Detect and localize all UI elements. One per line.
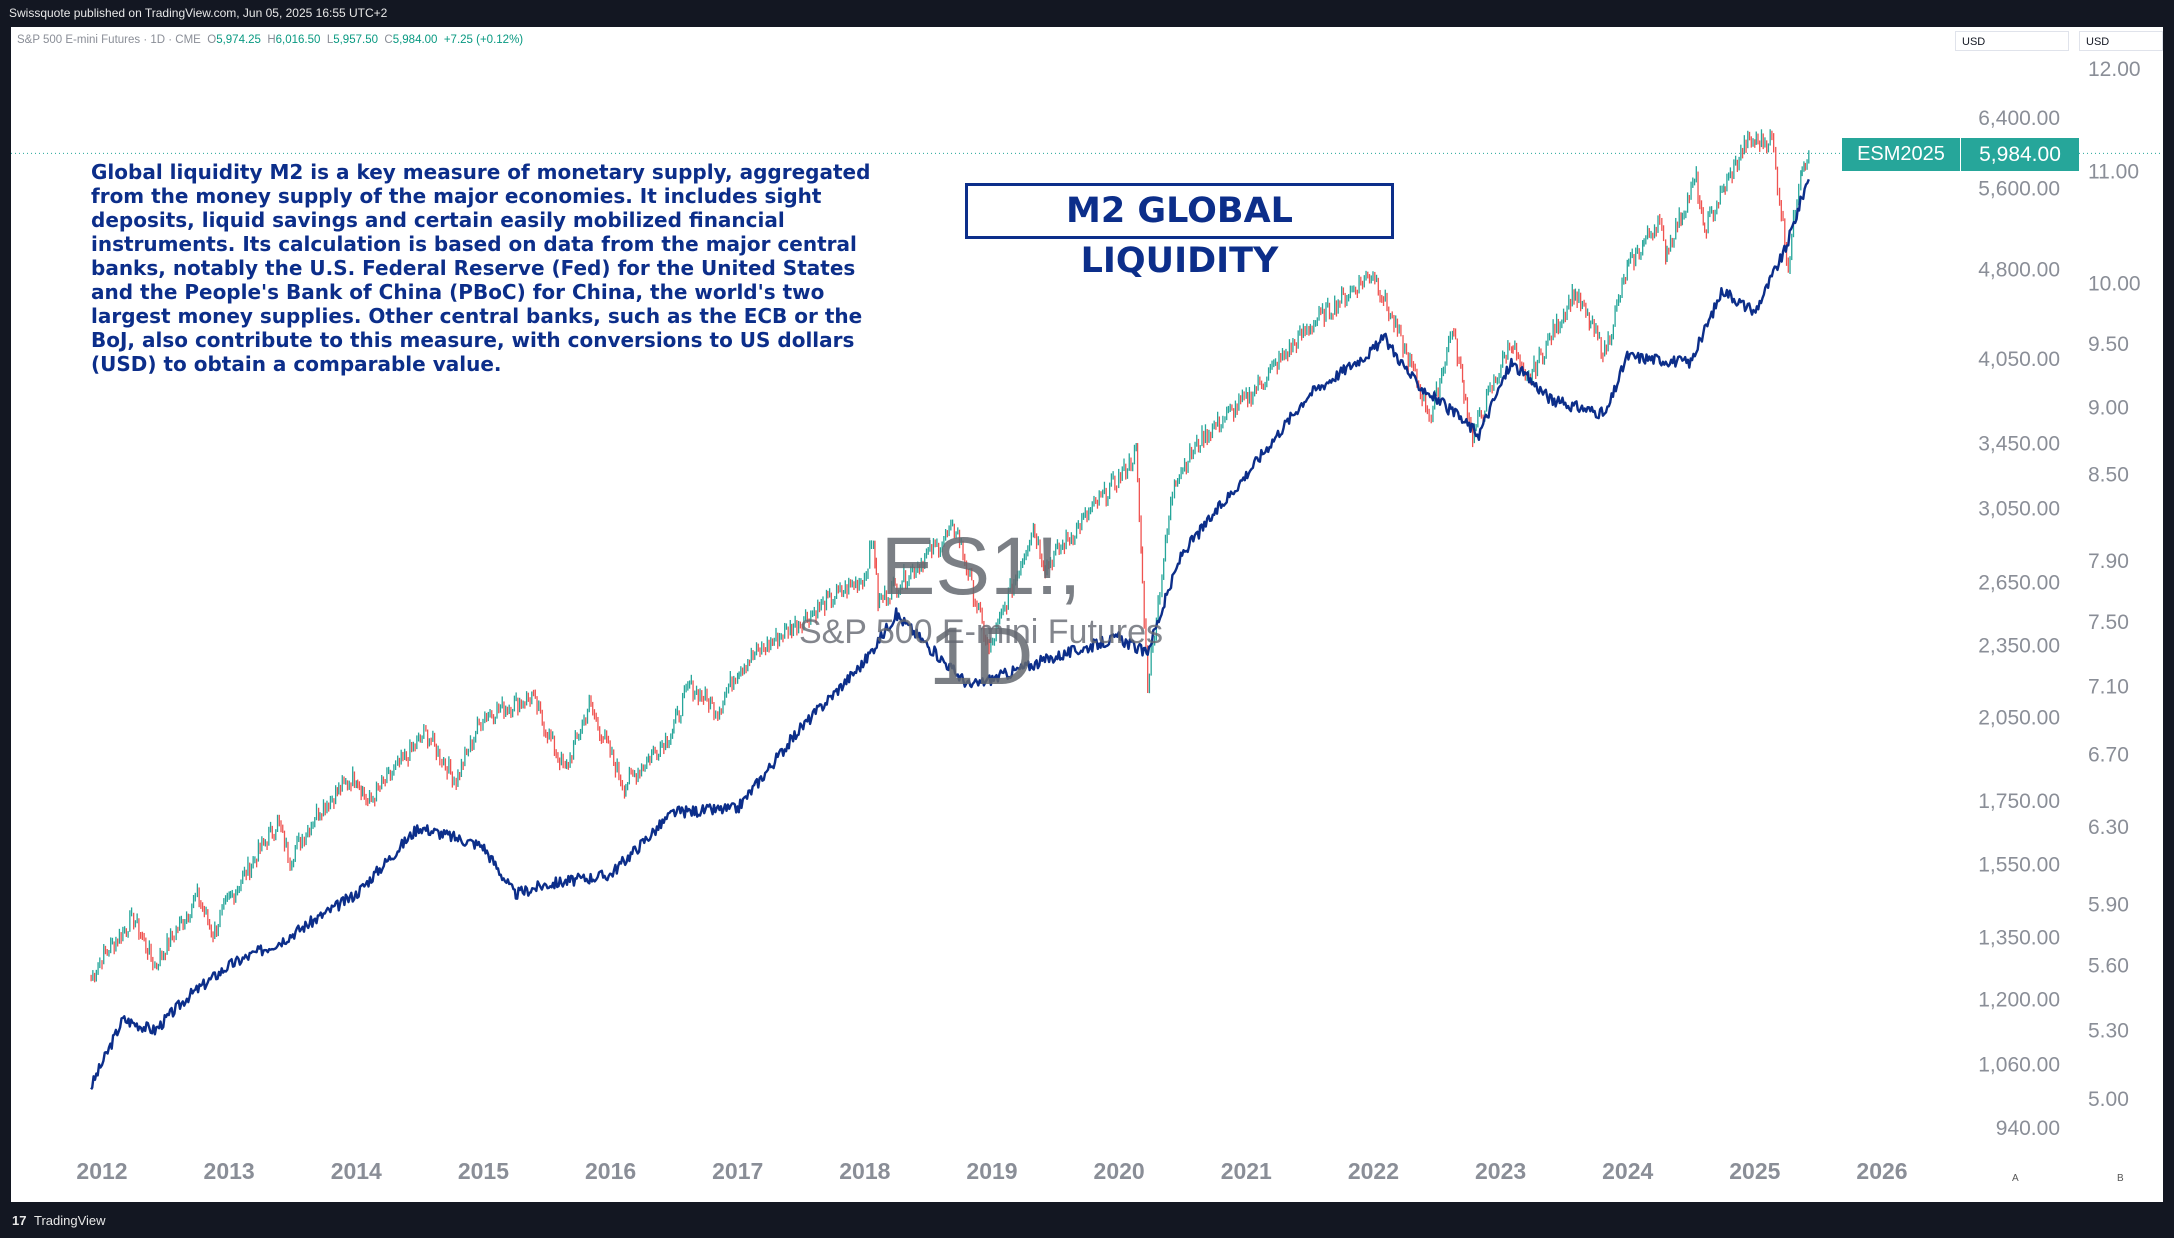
auto-scale-button[interactable]: A bbox=[2012, 1173, 2019, 1184]
left-axis-tick-label: 1,200.00 bbox=[1978, 988, 2060, 1011]
right-axis-tick-label: 7.50 bbox=[2088, 611, 2129, 634]
watermark-name: S&P 500 E-mini Futures bbox=[798, 613, 1164, 651]
x-tick-label: 2017 bbox=[712, 1158, 763, 1184]
left-axis-tick-label: 4,800.00 bbox=[1978, 258, 2060, 281]
left-axis-tick-label: 2,050.00 bbox=[1978, 706, 2060, 729]
legend-close-label: C bbox=[384, 34, 393, 46]
left-axis-tick-label: 2,650.00 bbox=[1978, 571, 2060, 594]
right-axis-tick-label: 7.10 bbox=[2088, 675, 2129, 698]
publisher-bar: Swissquote published on TradingView.com,… bbox=[0, 0, 2174, 27]
m2-liquidity-line bbox=[90, 178, 1810, 1090]
left-axis-tick-label: 5,600.00 bbox=[1978, 177, 2060, 200]
right-axis-tick-label: 6.30 bbox=[2088, 816, 2129, 839]
right-axis-tick-label: 9.50 bbox=[2088, 333, 2129, 356]
x-tick-label: 2015 bbox=[458, 1158, 509, 1184]
x-tick-label: 2020 bbox=[1094, 1158, 1145, 1184]
x-tick-label: 2019 bbox=[966, 1158, 1017, 1184]
secondary-scale-button[interactable]: B bbox=[2117, 1173, 2124, 1184]
right-axis-tick-label: 11.00 bbox=[2088, 160, 2139, 183]
x-tick-label: 2013 bbox=[204, 1158, 255, 1184]
left-axis-tick-label: 1,750.00 bbox=[1978, 790, 2060, 813]
legend-open-value: 5,974.25 bbox=[216, 34, 261, 46]
left-axis-tick-label: 1,550.00 bbox=[1978, 854, 2060, 877]
left-axis-tick-label: 6,400.00 bbox=[1978, 107, 2060, 130]
x-tick-label: 2026 bbox=[1856, 1158, 1907, 1184]
left-axis-tick-label: 1,060.00 bbox=[1978, 1054, 2060, 1077]
right-axis-tick-label: 9.00 bbox=[2088, 396, 2129, 419]
right-axis-tick-label: 5.60 bbox=[2088, 955, 2129, 978]
m2-title-box: M2 GLOBAL LIQUIDITY bbox=[965, 183, 1394, 281]
legend-high-value: 6,016.50 bbox=[275, 34, 321, 46]
right-axis-tick-label: 5.30 bbox=[2088, 1019, 2129, 1042]
x-tick-label: 2024 bbox=[1602, 1158, 1653, 1184]
x-tick-label: 2021 bbox=[1221, 1158, 1272, 1184]
right-axis-tick-label: 10.00 bbox=[2088, 273, 2141, 296]
x-tick-label: 2023 bbox=[1475, 1158, 1526, 1184]
legend-open-label: O bbox=[207, 34, 217, 46]
left-axis-tick-label: 4,050.00 bbox=[1978, 348, 2060, 371]
left-currency-button[interactable]: USD bbox=[1955, 31, 2069, 51]
x-tick-label: 2014 bbox=[331, 1158, 382, 1184]
footer-bar: 17 TradingView bbox=[0, 1202, 2174, 1238]
price-tag-symbol: ESM2025 bbox=[1842, 138, 1960, 171]
legend-symbol: S&P 500 E-mini Futures · 1D · CME bbox=[17, 34, 201, 46]
left-axis-tick-label: 3,050.00 bbox=[1978, 497, 2060, 520]
legend-close-value: 5,984.00 bbox=[392, 34, 438, 46]
x-tick-label: 2025 bbox=[1729, 1158, 1780, 1184]
legend-high-label: H bbox=[267, 34, 276, 46]
description-text: Global liquidity M2 is a key measure of … bbox=[91, 160, 871, 376]
legend-low-label: L bbox=[326, 34, 334, 46]
right-currency-button[interactable]: USD bbox=[2079, 31, 2163, 51]
right-axis-tick-label: 12.00 bbox=[2088, 58, 2141, 81]
right-axis-tick-label: 5.00 bbox=[2088, 1088, 2129, 1111]
price-tag-value: 5,984.00 bbox=[1961, 138, 2079, 171]
x-tick-label: 2022 bbox=[1348, 1158, 1399, 1184]
chart-area[interactable]: 2012 2013 2014 2015 2016 2017 2018 2019 2020 2021… bbox=[11, 27, 2163, 1202]
tradingview-brand: TradingView bbox=[34, 1213, 106, 1228]
symbol-legend: S&P 500 E-mini Futures · 1D · CME O5,974… bbox=[17, 34, 523, 46]
x-axis-ticks: 2012 2013 2014 2015 2016 2017 2018 2019 2020 2021… bbox=[76, 1158, 1907, 1184]
left-axis-tick-label: 940.00 bbox=[1996, 1117, 2060, 1140]
left-axis-tick-label: 2,350.00 bbox=[1978, 635, 2060, 658]
right-axis-tick-label: 8.50 bbox=[2088, 464, 2129, 487]
x-tick-label: 2012 bbox=[76, 1158, 127, 1184]
publisher-text: Swissquote published on TradingView.com,… bbox=[9, 6, 388, 20]
legend-change: +7.25 (+0.12%) bbox=[443, 34, 524, 46]
right-axis-tick-label: 5.90 bbox=[2088, 893, 2129, 916]
watermark-symbol: ES1!, 1D bbox=[880, 521, 1082, 702]
legend-low-value: 5,957.50 bbox=[333, 34, 378, 46]
right-axis-ticks: 12.00 11.00 10.00 9.50 9.00 8.50 7.90 7.50 7.10 6… bbox=[2088, 58, 2141, 1111]
tradingview-logo-icon: 17 bbox=[12, 1213, 27, 1228]
right-axis-tick-label: 6.70 bbox=[2088, 744, 2129, 767]
x-tick-label: 2016 bbox=[585, 1158, 636, 1184]
left-axis-tick-label: 3,450.00 bbox=[1978, 432, 2060, 455]
chart-plot[interactable]: 2012 2013 2014 2015 2016 2017 2018 2019 2020 2021… bbox=[11, 27, 2163, 1202]
right-axis-tick-label: 7.90 bbox=[2088, 550, 2129, 573]
left-axis-tick-label: 1,350.00 bbox=[1978, 926, 2060, 949]
left-axis-ticks: 6,400.00 5,600.00 4,800.00 4,050.00 3,450.00… bbox=[1978, 107, 2060, 1140]
x-tick-label: 2018 bbox=[839, 1158, 890, 1184]
